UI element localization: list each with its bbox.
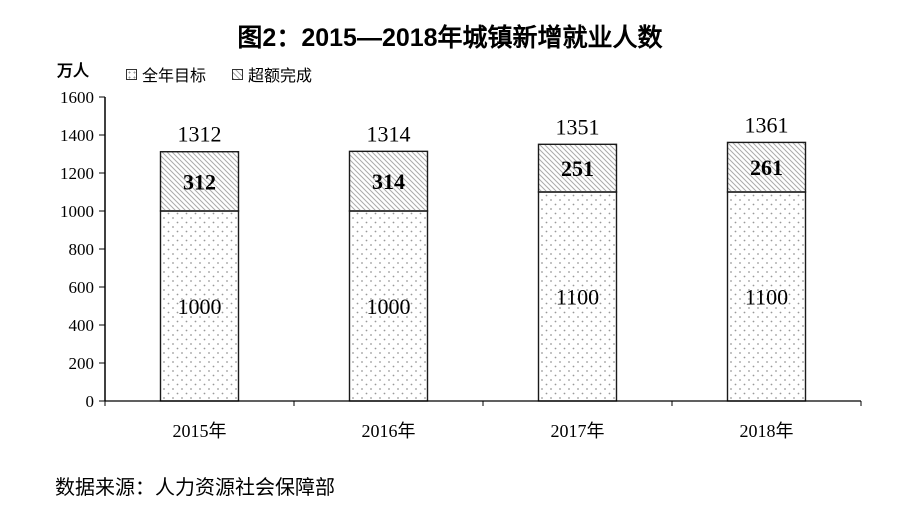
x-axis-tick-label: 2017年 [551, 421, 605, 441]
bar-segment-target [726, 191, 807, 402]
bar-segment-excess [159, 151, 240, 212]
y-axis-tick-label: 1000 [60, 202, 94, 221]
dots-swatch-icon [126, 68, 137, 80]
y-axis-tick-label: 1200 [60, 164, 94, 183]
bar-segment-excess [726, 141, 807, 193]
bar-total-label: 1361 [745, 112, 789, 137]
bar-total-label: 1314 [367, 121, 411, 146]
y-axis-tick-label: 400 [69, 316, 95, 335]
legend-item-excess: 超额完成 [232, 62, 312, 86]
chart-title: 图2：2015—2018年城镇新增就业人数 [237, 24, 663, 52]
bar-total-label: 1312 [178, 122, 222, 147]
y-axis-tick-label: 200 [69, 354, 95, 373]
y-axis-tick-label: 1600 [60, 88, 94, 107]
bar-value-label-target: 1000 [367, 294, 411, 319]
x-axis-tick-label: 2018年 [740, 421, 794, 441]
y-axis-unit-label: 万人 [57, 63, 90, 80]
y-axis-tick-label: 600 [69, 278, 95, 297]
legend-item-target: 全年目标 [126, 62, 206, 86]
y-axis-tick-label: 0 [86, 392, 95, 411]
data-source-note: 数据来源：人力资源社会保障部 [55, 477, 335, 499]
hatch-swatch-icon [232, 68, 244, 80]
bar-value-label-target: 1000 [178, 294, 222, 319]
bar-value-label-excess: 251 [561, 156, 594, 181]
bar-value-label-excess: 261 [750, 155, 783, 180]
bar-value-label-target: 1100 [556, 285, 599, 310]
legend-label: 全年目标 [142, 68, 207, 85]
bar-value-label-excess: 312 [183, 169, 216, 194]
chart-legend: 全年目标 超额完成 [126, 62, 312, 86]
y-axis-tick-label: 1400 [60, 126, 94, 145]
x-axis-tick-label: 2015年 [173, 421, 227, 441]
bar-segment-target [159, 210, 240, 402]
bar-value-label-excess: 314 [372, 169, 405, 194]
legend-label: 超额完成 [248, 68, 313, 85]
x-axis-tick-label: 2016年 [362, 421, 416, 441]
bar-value-label-target: 1100 [745, 285, 788, 310]
bar-segment-excess [348, 150, 429, 212]
bar-total-label: 1351 [556, 114, 600, 139]
y-axis-tick-label: 800 [69, 240, 95, 259]
bar-segment-excess [537, 143, 618, 193]
